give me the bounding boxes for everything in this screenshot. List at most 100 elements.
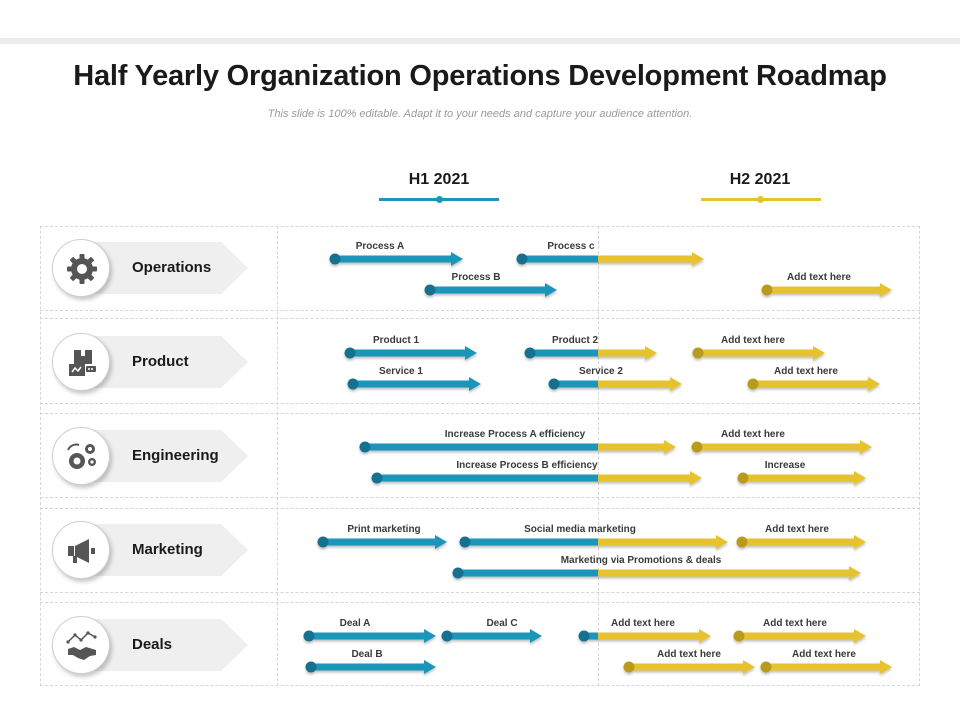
period-dot-h1 [436, 196, 443, 203]
grid-row-separator [40, 310, 920, 311]
row-icon-container [52, 333, 110, 391]
task-arrow [691, 440, 872, 454]
task-start-dot [317, 536, 329, 548]
product-box-icon [69, 350, 96, 376]
task-arrow [760, 660, 892, 674]
page-title: Half Yearly Organization Operations Deve… [73, 60, 887, 92]
row-icon-container [52, 239, 110, 297]
row-label-marketing: Marketing [132, 541, 203, 558]
task-start-dot [329, 253, 341, 265]
task-arrow [733, 629, 866, 643]
task-label: Add text here [611, 618, 675, 629]
row-icon-container [52, 616, 110, 674]
task-label: Service 1 [379, 366, 423, 377]
task-arrow [524, 346, 657, 360]
task-start-dot [623, 661, 635, 673]
engineering-gears-icon [67, 443, 96, 469]
grid-row-separator [40, 413, 920, 414]
grid-divider-labels [277, 226, 278, 686]
handshake-chart-icon [66, 631, 97, 660]
gear-icon [67, 254, 97, 284]
task-label: Increase Process A efficiency [444, 429, 586, 440]
task-label: Product 1 [372, 335, 420, 346]
task-label: Deal C [486, 618, 518, 629]
task-arrow [452, 566, 861, 580]
row-label-deals: Deals [132, 636, 173, 653]
row-icon-container [52, 427, 110, 485]
task-label: Deal A [339, 618, 371, 629]
task-label: Add text here [787, 272, 851, 283]
grid-row-separator [40, 318, 920, 319]
task-start-dot [303, 630, 315, 642]
task-arrow [692, 346, 825, 360]
row-label-engineering: Engineering [132, 447, 219, 464]
period-label-h1: H1 2021 [408, 171, 470, 188]
period-dot-h2 [757, 196, 764, 203]
task-start-dot [441, 630, 453, 642]
task-start-dot [548, 378, 560, 390]
row-label-operations: Operations [132, 259, 212, 276]
task-label: Add text here [657, 649, 721, 660]
task-label: Print marketing [347, 524, 421, 535]
task-start-dot [578, 630, 590, 642]
task-arrow [347, 377, 481, 391]
task-start-dot [736, 536, 748, 548]
task-start-dot [524, 347, 536, 359]
grid-row-separator [40, 403, 920, 404]
task-start-dot [344, 347, 356, 359]
top-strip [0, 38, 960, 44]
grid-row-separator [40, 592, 920, 593]
task-arrow [516, 252, 704, 266]
task-start-dot [371, 472, 383, 484]
task-start-dot [424, 284, 436, 296]
task-label: Add text here [763, 618, 827, 629]
task-arrow [305, 660, 436, 674]
task-arrow [459, 535, 728, 549]
task-arrow [317, 535, 447, 549]
task-label: Increase Process B efficiency [456, 460, 598, 471]
grid-row-separator [40, 602, 920, 603]
task-start-dot [359, 441, 371, 453]
task-start-dot [516, 253, 528, 265]
task-arrow [344, 346, 477, 360]
row-label-product: Product [132, 353, 189, 370]
task-arrow [441, 629, 542, 643]
task-label: Add text here [721, 335, 785, 346]
task-arrow [424, 283, 557, 297]
task-arrow [548, 377, 682, 391]
task-label: Add text here [765, 524, 829, 535]
task-label: Process c [547, 241, 595, 252]
task-start-dot [761, 284, 773, 296]
task-label: Add text here [721, 429, 785, 440]
task-start-dot [459, 536, 471, 548]
grid-row-separator [40, 508, 920, 509]
row-icon-container [52, 521, 110, 579]
task-arrow [736, 535, 866, 549]
task-label: Deal B [351, 649, 383, 660]
task-start-dot [733, 630, 745, 642]
task-label: Product 2 [551, 335, 599, 346]
task-arrow [747, 377, 880, 391]
task-start-dot [737, 472, 749, 484]
period-label-h2: H2 2021 [729, 171, 791, 188]
task-arrow [371, 471, 702, 485]
task-arrow [578, 629, 711, 643]
task-arrow [329, 252, 463, 266]
task-label: Increase [764, 460, 806, 471]
grid-row-separator [40, 497, 920, 498]
task-arrow [623, 660, 755, 674]
task-arrow [303, 629, 436, 643]
task-arrow [761, 283, 892, 297]
task-start-dot [692, 347, 704, 359]
task-label: Process B [451, 272, 501, 283]
task-arrow [359, 440, 676, 454]
task-start-dot [691, 441, 703, 453]
page-subtitle: This slide is 100% editable. Adapt it to… [267, 108, 693, 120]
grid-divider-h1-h2 [598, 226, 599, 686]
task-label: Social media marketing [524, 524, 636, 535]
task-start-dot [747, 378, 759, 390]
task-label: Process A [355, 241, 405, 252]
task-arrow [737, 471, 866, 485]
task-start-dot [347, 378, 359, 390]
